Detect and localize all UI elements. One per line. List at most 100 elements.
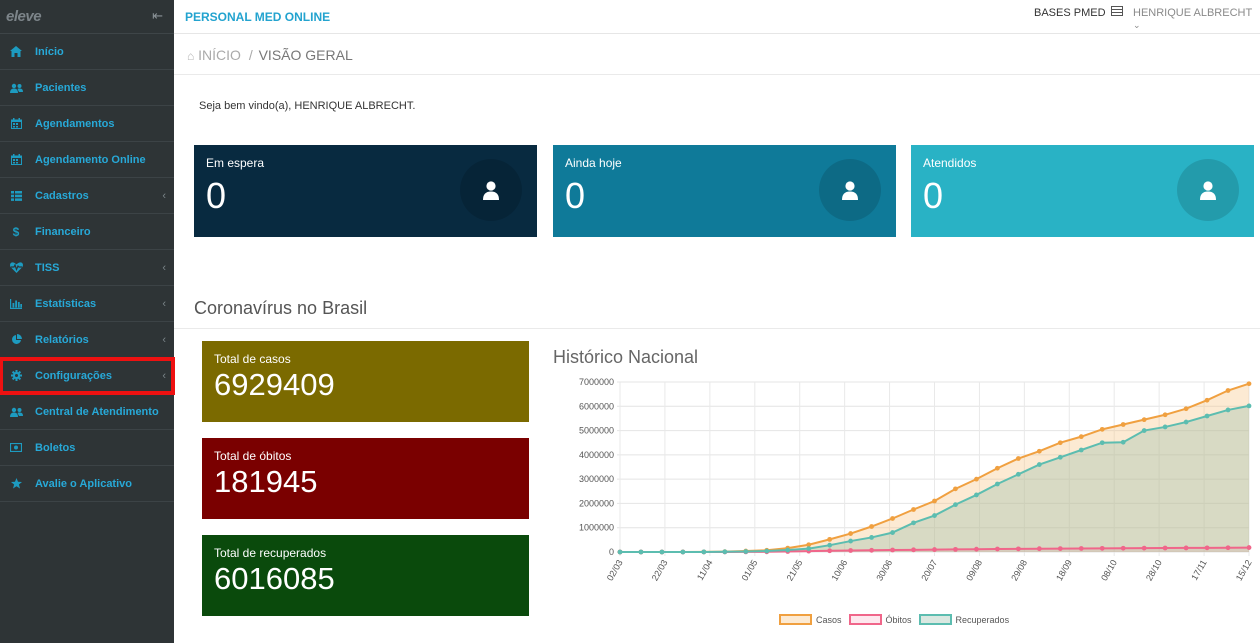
data-point[interactable] <box>953 486 958 492</box>
data-point[interactable] <box>680 549 686 555</box>
data-point[interactable] <box>890 530 895 535</box>
data-point[interactable] <box>1246 381 1252 387</box>
data-point[interactable] <box>1078 447 1084 453</box>
data-point[interactable] <box>869 547 874 553</box>
data-point[interactable] <box>764 548 770 554</box>
data-point[interactable] <box>869 535 874 540</box>
data-point[interactable] <box>869 524 874 529</box>
stat-value: 0 <box>206 175 227 216</box>
sidebar-item-cadastros[interactable]: Cadastros ‹ <box>0 178 174 214</box>
user-menu[interactable]: HENRIQUE ALBRECHT ⌄ <box>1133 7 1260 31</box>
data-point[interactable] <box>659 549 665 555</box>
data-point[interactable] <box>974 476 979 482</box>
data-point[interactable] <box>806 546 812 551</box>
legend-swatch <box>779 614 812 625</box>
data-point[interactable] <box>848 548 854 553</box>
data-point[interactable] <box>953 546 958 552</box>
data-point[interactable] <box>1204 397 1210 403</box>
data-point[interactable] <box>1015 471 1021 477</box>
data-point[interactable] <box>974 546 979 552</box>
data-point[interactable] <box>1183 406 1189 412</box>
data-point[interactable] <box>827 542 833 548</box>
data-point[interactable] <box>1141 428 1147 433</box>
data-point[interactable] <box>1057 454 1063 460</box>
sidebar-item-início[interactable]: Início <box>0 34 174 70</box>
data-point[interactable] <box>890 547 895 553</box>
data-point[interactable] <box>1120 439 1126 445</box>
data-point[interactable] <box>1036 546 1042 552</box>
data-point[interactable] <box>638 549 644 555</box>
sidebar-item-relatórios[interactable]: Relatórios ‹ <box>0 322 174 358</box>
data-point[interactable] <box>1141 545 1147 551</box>
data-point[interactable] <box>932 547 937 552</box>
data-point[interactable] <box>848 538 854 544</box>
data-point[interactable] <box>953 502 958 508</box>
data-point[interactable] <box>722 549 728 555</box>
sidebar-item-boletos[interactable]: Boletos <box>0 430 174 466</box>
data-point[interactable] <box>1078 434 1084 440</box>
data-point[interactable] <box>1204 413 1210 419</box>
data-point[interactable] <box>1204 545 1210 551</box>
data-point[interactable] <box>806 542 812 548</box>
data-point[interactable] <box>1246 545 1252 550</box>
data-point[interactable] <box>701 549 707 555</box>
sidebar-item-estatísticas[interactable]: Estatísticas ‹ <box>0 286 174 322</box>
sidebar-item-tiss[interactable]: TISS ‹ <box>0 250 174 286</box>
legend-item[interactable]: Recuperados <box>918 614 1009 625</box>
data-point[interactable] <box>1183 545 1189 551</box>
data-point[interactable] <box>932 498 937 504</box>
data-point[interactable] <box>1246 403 1252 409</box>
sidebar-item-configurações[interactable]: Configurações ‹ <box>0 357 175 395</box>
data-point[interactable] <box>827 536 833 542</box>
data-point[interactable] <box>911 547 916 553</box>
data-point[interactable] <box>617 549 623 555</box>
data-point[interactable] <box>1015 546 1021 552</box>
data-point[interactable] <box>1225 388 1231 393</box>
data-point[interactable] <box>1036 462 1042 467</box>
data-point[interactable] <box>1120 545 1126 551</box>
legend-item[interactable]: Óbitos <box>848 614 912 625</box>
sidebar-item-avalie-o-aplicativo[interactable]: Avalie o Aplicativo <box>0 466 174 502</box>
bases-selector[interactable]: BASES PMED <box>1034 7 1106 19</box>
arrow-left-bars-icon[interactable]: ⇤ <box>152 8 163 23</box>
data-point[interactable] <box>1225 545 1231 551</box>
sidebar-item-agendamento-online[interactable]: Agendamento Online <box>0 142 174 178</box>
breadcrumb-home[interactable]: INÍCIO <box>198 47 241 63</box>
data-point[interactable] <box>743 549 749 554</box>
data-point[interactable] <box>1225 407 1231 413</box>
sidebar-item-pacientes[interactable]: Pacientes <box>0 70 174 106</box>
data-point[interactable] <box>1162 412 1168 418</box>
data-point[interactable] <box>995 481 1000 487</box>
data-point[interactable] <box>1099 545 1105 551</box>
data-point[interactable] <box>995 546 1000 552</box>
data-point[interactable] <box>848 531 854 536</box>
user-name: HENRIQUE ALBRECHT <box>1133 7 1252 19</box>
data-point[interactable] <box>974 492 979 498</box>
gear-icon <box>5 370 27 381</box>
home-icon[interactable]: ⌂ <box>187 49 195 63</box>
data-point[interactable] <box>890 516 895 521</box>
data-point[interactable] <box>932 513 937 518</box>
data-point[interactable] <box>1162 545 1168 551</box>
data-point[interactable] <box>911 507 916 512</box>
data-point[interactable] <box>1015 456 1021 461</box>
data-point[interactable] <box>1057 440 1063 446</box>
data-point[interactable] <box>1183 419 1189 425</box>
database-icon[interactable] <box>1111 6 1123 19</box>
data-point[interactable] <box>827 548 833 554</box>
data-point[interactable] <box>1099 426 1105 432</box>
data-point[interactable] <box>1036 448 1042 454</box>
sidebar-item-agendamentos[interactable]: Agendamentos <box>0 106 174 142</box>
sidebar-item-financeiro[interactable]: $ Financeiro <box>0 214 174 250</box>
legend-item[interactable]: Casos <box>779 614 842 625</box>
data-point[interactable] <box>1078 546 1084 551</box>
data-point[interactable] <box>1099 440 1105 446</box>
data-point[interactable] <box>911 520 916 526</box>
data-point[interactable] <box>1120 422 1126 427</box>
data-point[interactable] <box>785 547 791 553</box>
data-point[interactable] <box>1141 417 1147 423</box>
sidebar-item-central-de-atendimento[interactable]: Central de Atendimento <box>0 394 174 430</box>
data-point[interactable] <box>1057 546 1063 551</box>
data-point[interactable] <box>995 465 1000 471</box>
data-point[interactable] <box>1162 424 1168 430</box>
